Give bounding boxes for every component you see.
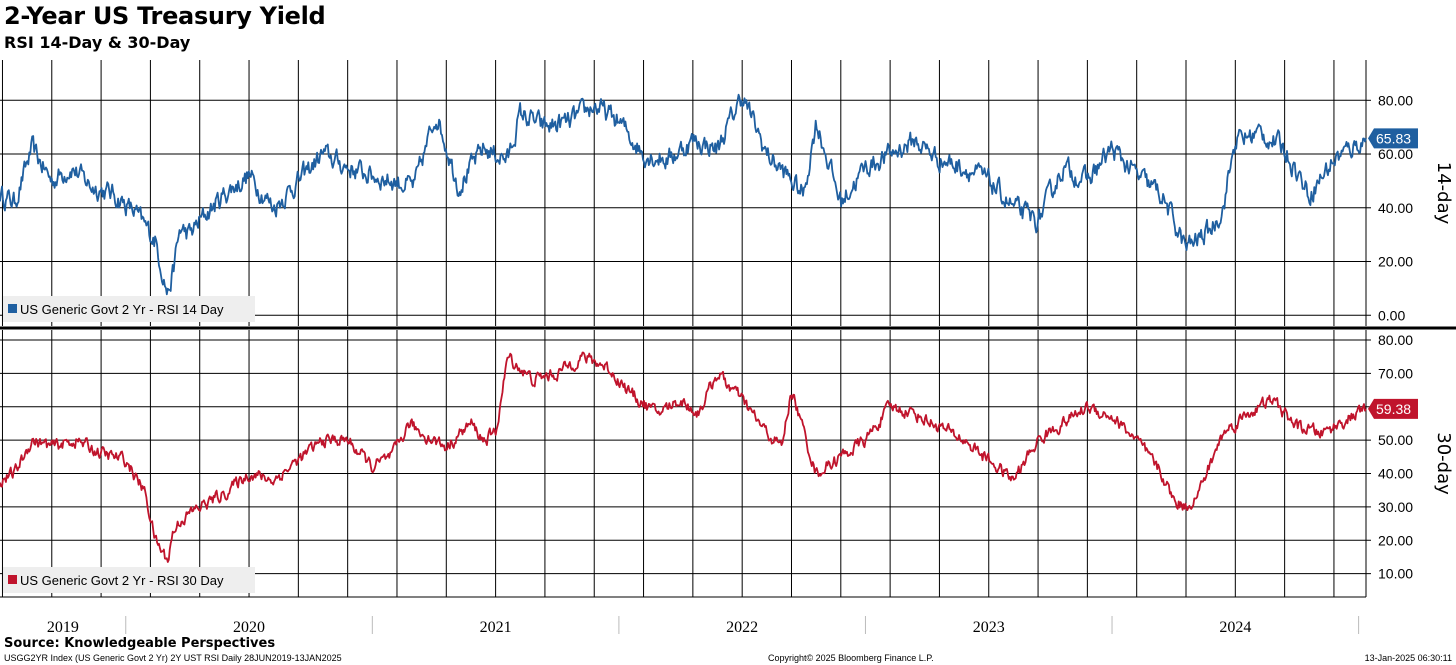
axis-label-top: 14-day <box>1433 162 1454 225</box>
ytick-label-0-0: 0.00 <box>1378 307 1405 323</box>
ytick-label-1-7: 80.00 <box>1378 332 1413 348</box>
chart-title: 2-Year US Treasury Yield <box>4 2 326 30</box>
ytick-label-1-1: 20.00 <box>1378 532 1413 548</box>
ytick-label-1-3: 40.00 <box>1378 466 1413 482</box>
ytick-label-0-3: 60.00 <box>1378 146 1413 162</box>
x-year-label-2019: 2019 <box>47 619 79 636</box>
ytick-label-1-4: 50.00 <box>1378 432 1413 448</box>
x-year-label-2021: 2021 <box>480 619 512 636</box>
footer-index-info: USGG2YR Index (US Generic Govt 2 Yr) 2Y … <box>4 653 342 663</box>
x-year-label-2024: 2024 <box>1219 619 1251 636</box>
ytick-label-1-6: 70.00 <box>1378 365 1413 381</box>
last-value-flag-top <box>1368 128 1418 149</box>
legend-swatch-bottom <box>8 575 17 584</box>
chart-subtitle: RSI 14-Day & 30-Day <box>4 33 191 52</box>
ytick-label-0-1: 20.00 <box>1378 254 1413 270</box>
footer-copyright: Copyright© 2025 Bloomberg Finance L.P. <box>768 653 934 663</box>
x-year-label-2020: 2020 <box>233 619 265 636</box>
source-note: Source: Knowledgeable Perspectives <box>4 636 276 651</box>
x-year-label-2023: 2023 <box>973 619 1005 636</box>
footer-timestamp: 13-Jan-2025 06:30:11 <box>1364 653 1452 663</box>
legend-swatch-top <box>8 304 17 313</box>
legend-label-top: US Generic Govt 2 Yr - RSI 14 Day <box>20 302 224 317</box>
legend-box-top <box>3 296 255 322</box>
last-value-label-bottom: 59.38 <box>1376 401 1411 417</box>
axis-label-bottom: 30-day <box>1433 432 1454 495</box>
legend-box-bottom <box>3 567 255 593</box>
ytick-label-1-0: 10.00 <box>1378 566 1413 582</box>
ytick-label-0-2: 40.00 <box>1378 200 1413 216</box>
legend-label-bottom: US Generic Govt 2 Yr - RSI 30 Day <box>20 573 224 588</box>
ytick-label-0-4: 80.00 <box>1378 92 1413 108</box>
last-value-label-top: 65.83 <box>1376 130 1411 146</box>
series-line-top <box>0 93 1367 296</box>
x-year-label-2022: 2022 <box>726 619 758 636</box>
last-value-flag-bottom <box>1368 398 1418 419</box>
series-line-bottom <box>0 351 1367 563</box>
ytick-label-1-2: 30.00 <box>1378 499 1413 515</box>
